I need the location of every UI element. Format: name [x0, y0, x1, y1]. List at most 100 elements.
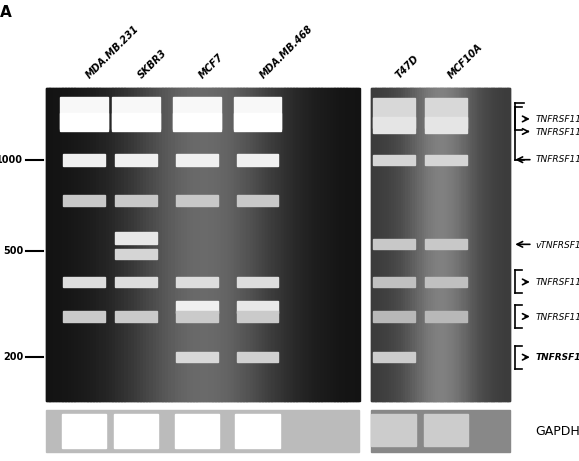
Bar	[178, 88, 181, 401]
Bar	[176, 195, 218, 206]
Bar	[156, 88, 159, 401]
Bar	[65, 88, 69, 401]
Bar	[252, 88, 256, 401]
Bar	[391, 88, 394, 401]
Bar	[165, 88, 169, 401]
Bar	[503, 88, 505, 401]
Bar	[221, 88, 225, 401]
Bar	[196, 88, 200, 401]
Bar	[401, 88, 404, 401]
Bar	[215, 88, 219, 401]
Bar	[454, 88, 457, 401]
Bar	[250, 88, 253, 401]
Bar	[53, 88, 56, 401]
Bar	[396, 88, 399, 401]
Bar	[184, 88, 188, 401]
Text: vTNFRSF11A_exon9: vTNFRSF11A_exon9	[536, 240, 579, 249]
Text: GAPDH: GAPDH	[536, 425, 579, 437]
Bar	[371, 88, 510, 401]
Bar	[410, 88, 413, 401]
Bar	[112, 96, 160, 129]
Bar	[237, 352, 278, 362]
Bar	[134, 88, 138, 401]
Bar	[173, 113, 221, 131]
Bar	[440, 88, 443, 401]
Bar	[168, 88, 172, 401]
Bar	[78, 88, 81, 401]
Bar	[463, 88, 466, 401]
Bar	[425, 277, 467, 287]
Bar	[373, 311, 415, 321]
Bar	[61, 414, 107, 448]
Bar	[231, 88, 234, 401]
Bar	[127, 88, 131, 401]
Bar	[63, 277, 105, 287]
Bar	[115, 248, 157, 259]
Bar	[90, 88, 94, 401]
Bar	[176, 277, 218, 287]
Bar	[237, 154, 278, 165]
Bar	[334, 88, 338, 401]
Bar	[206, 88, 210, 401]
Bar	[124, 88, 128, 401]
Bar	[371, 88, 373, 401]
Bar	[343, 88, 347, 401]
Bar	[426, 88, 429, 401]
Bar	[247, 88, 250, 401]
Bar	[389, 88, 392, 401]
Bar	[456, 88, 459, 401]
Bar	[265, 88, 269, 401]
Bar	[424, 88, 427, 401]
Bar	[68, 88, 72, 401]
Bar	[59, 88, 63, 401]
Bar	[115, 88, 119, 401]
Bar	[122, 88, 125, 401]
Text: T47D: T47D	[394, 53, 421, 81]
Bar	[425, 117, 467, 133]
Text: MDA.MB.468: MDA.MB.468	[258, 24, 314, 81]
Bar	[309, 88, 313, 401]
Text: MDA.MB.231: MDA.MB.231	[84, 24, 141, 81]
Bar	[146, 88, 150, 401]
Bar	[290, 88, 294, 401]
Bar	[378, 88, 380, 401]
Bar	[356, 88, 360, 401]
Bar	[281, 88, 284, 401]
Bar	[477, 88, 480, 401]
Bar	[472, 88, 475, 401]
Text: TNFRSF11A_exon9a: TNFRSF11A_exon9a	[536, 114, 579, 124]
Bar	[112, 113, 160, 131]
Bar	[431, 88, 434, 401]
Bar	[425, 311, 467, 321]
Bar	[159, 88, 163, 401]
Bar	[96, 88, 100, 401]
Bar	[394, 88, 397, 401]
Bar	[486, 88, 489, 401]
Bar	[294, 88, 297, 401]
Text: A: A	[0, 5, 12, 20]
Bar	[405, 88, 408, 401]
Bar	[466, 88, 468, 401]
Bar	[143, 88, 147, 401]
Bar	[149, 88, 153, 401]
Bar	[115, 232, 157, 244]
Bar	[153, 88, 156, 401]
Bar	[228, 88, 232, 401]
Bar	[190, 88, 194, 401]
Bar	[115, 277, 157, 287]
Bar	[176, 352, 218, 362]
Text: MCF7: MCF7	[197, 52, 225, 81]
Text: 1000: 1000	[0, 155, 23, 165]
Bar	[259, 88, 263, 401]
Bar	[100, 88, 103, 401]
Bar	[484, 88, 487, 401]
Bar	[237, 301, 278, 313]
Bar	[176, 311, 218, 321]
Bar	[373, 88, 376, 401]
Text: SKBR3: SKBR3	[136, 48, 168, 81]
Bar	[46, 88, 50, 401]
Bar	[131, 88, 134, 401]
Bar	[468, 88, 471, 401]
Bar	[412, 88, 415, 401]
Bar	[387, 88, 390, 401]
